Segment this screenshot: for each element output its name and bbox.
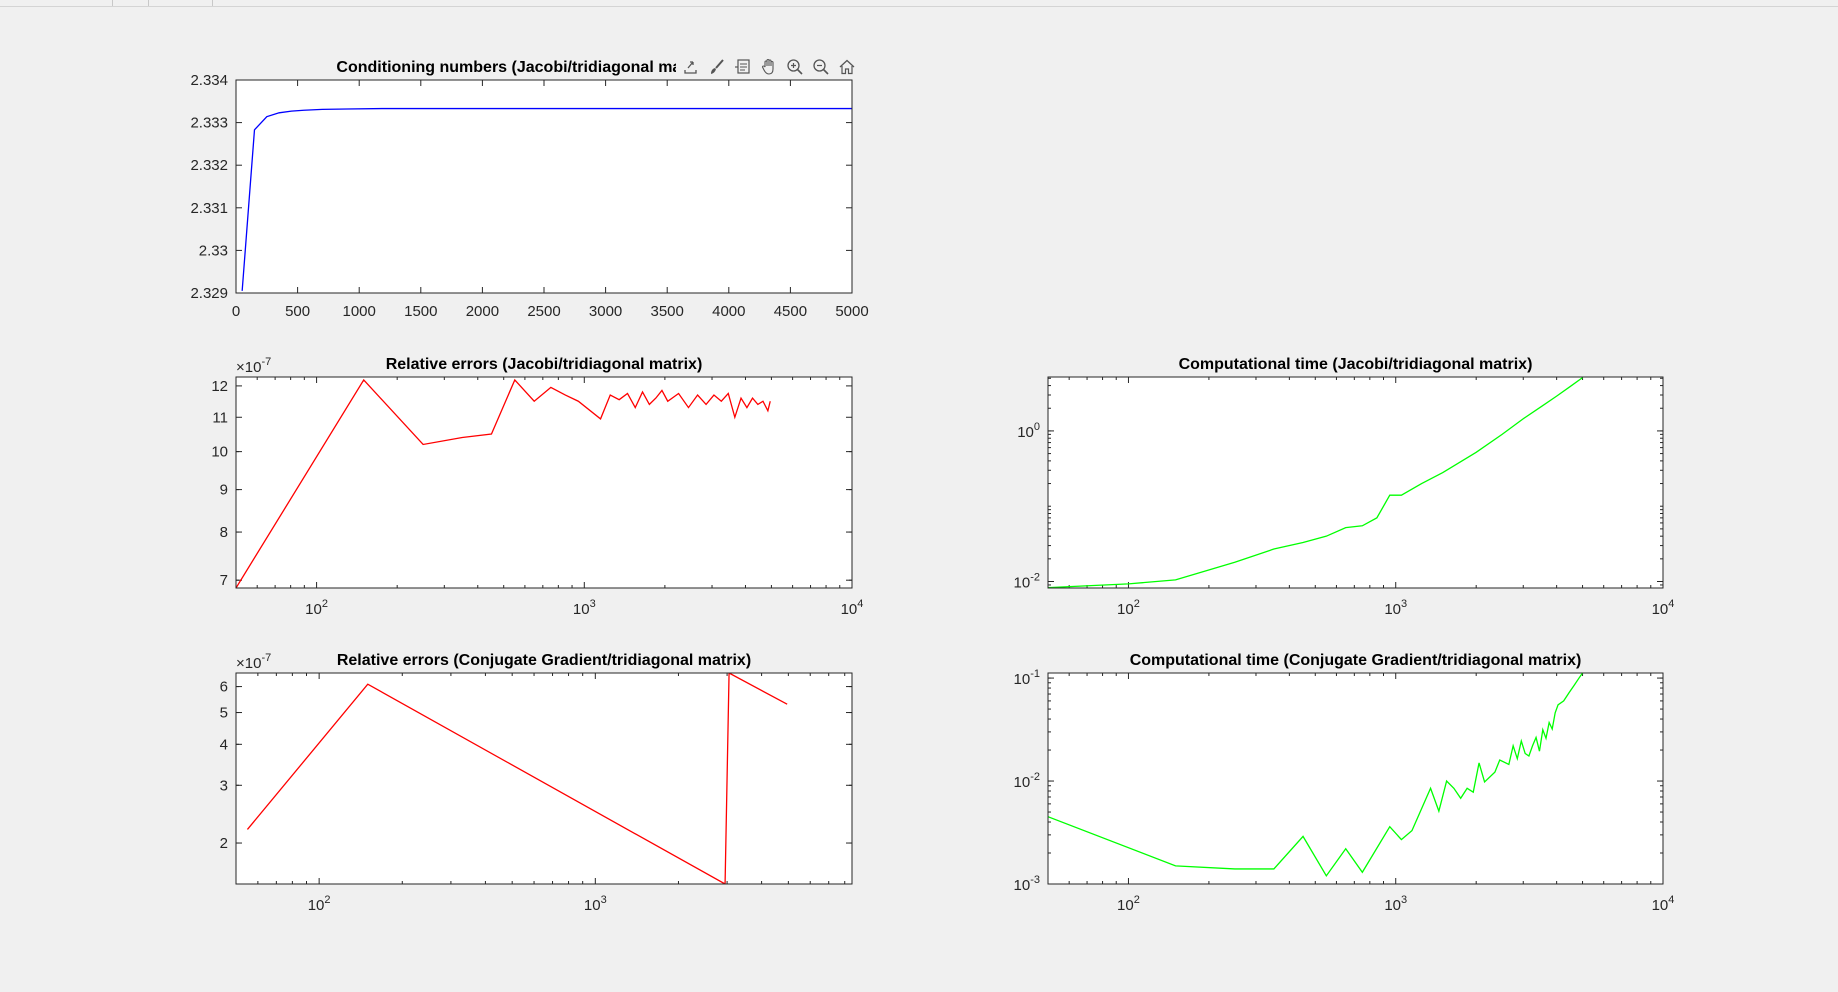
x-tick-label: 500: [285, 303, 310, 320]
strip-separator: [112, 0, 113, 6]
y-tick-label: 10-1: [1014, 668, 1040, 688]
x-tick-label: 4000: [712, 303, 745, 320]
x-tick-label: 3000: [589, 303, 622, 320]
x-tick-label: 104: [1652, 598, 1675, 618]
chart-title: Relative errors (Jacobi/tridiagonal matr…: [386, 356, 703, 373]
x-tick-label: 103: [1384, 598, 1407, 618]
strip-separator: [148, 0, 149, 6]
datatip-icon[interactable]: [732, 56, 754, 78]
axes-box: [235, 672, 853, 885]
y-tick-label: 11: [212, 409, 228, 426]
y-tick-label: 2: [220, 835, 228, 852]
pan-icon[interactable]: [758, 56, 780, 78]
y-tick-label: 100: [1017, 421, 1040, 441]
x-tick-label: 102: [305, 598, 328, 618]
y-tick-label: 10-3: [1014, 874, 1040, 894]
y-tick-label: 2.333: [190, 115, 228, 132]
zoom-out-icon[interactable]: [810, 56, 832, 78]
y-tick-label: 4: [220, 736, 228, 753]
x-tick-label: 103: [1384, 894, 1407, 914]
y-exponent-label: ×10-7: [236, 652, 271, 672]
x-tick-label: 1500: [404, 303, 437, 320]
chart-title: Computational time (Conjugate Gradient/t…: [1130, 652, 1582, 669]
figure-top-strip: [0, 0, 1838, 7]
y-tick-label: 6: [220, 679, 228, 696]
y-tick-label: 2.33: [199, 242, 228, 259]
y-tick-label: 7: [220, 572, 228, 589]
y-tick-label: 8: [220, 524, 228, 541]
axes-computational-time-cg[interactable]: 102 103 104 10-3 10-2 10-1 Computational time …: [1014, 652, 1675, 914]
y-exponent-label: ×10-7: [236, 356, 271, 376]
plot-area[interactable]: [236, 377, 852, 588]
x-tick-label: 103: [573, 598, 596, 618]
axes-conditioning-numbers[interactable]: 0 500 1000 1500 2000 2500 3000 3500 4000 4500 5000…: [190, 52, 869, 320]
chart-title: Conditioning numbers (Jacobi/tridiagonal…: [336, 59, 711, 76]
plot-area[interactable]: [1048, 377, 1663, 588]
axes-box: [235, 79, 853, 294]
zoom-in-icon[interactable]: [784, 56, 806, 78]
y-tick-label: 9: [220, 482, 228, 499]
x-tick-label: 2000: [466, 303, 499, 320]
x-tick-label: 5000: [835, 303, 868, 320]
series-line: [246, 673, 788, 884]
export-icon[interactable]: [680, 56, 702, 78]
x-tick-label: 104: [1652, 894, 1675, 914]
plot-area[interactable]: [1048, 673, 1663, 884]
x-tick-label: 1000: [343, 303, 376, 320]
x-tick-label: 102: [308, 894, 331, 914]
plot-area[interactable]: [236, 80, 852, 293]
axes-box: [1047, 672, 1664, 885]
y-tick-label: 2.332: [190, 157, 228, 174]
y-tick-label: 2.329: [190, 285, 228, 302]
series-line: [241, 107, 852, 291]
axes-box: [235, 376, 853, 589]
y-tick-label: 5: [220, 705, 228, 722]
toolbar-backdrop: [676, 52, 852, 78]
chart-title: Relative errors (Conjugate Gradient/trid…: [337, 652, 751, 669]
x-tick-label: 3500: [651, 303, 684, 320]
strip-separator: [212, 0, 213, 6]
series-line: [1048, 377, 1583, 588]
x-tick-label: 104: [841, 598, 864, 618]
y-tick-label: 3: [220, 777, 228, 794]
axes-relative-errors-jacobi[interactable]: 102 103 104 7 8 9 10 11 12 ×10-7 Relative errors (…: [211, 356, 863, 618]
home-icon[interactable]: [836, 56, 858, 78]
x-tick-label: 102: [1117, 598, 1140, 618]
y-tick-label: 2.331: [190, 200, 228, 217]
axes-box: [1047, 376, 1664, 589]
x-tick-label: 102: [1117, 894, 1140, 914]
y-tick-label: 10-2: [1014, 572, 1040, 592]
x-tick-label: 2500: [527, 303, 560, 320]
y-tick-label: 12: [211, 378, 228, 395]
x-tick-label: 4500: [774, 303, 807, 320]
y-tick-label: 10-2: [1014, 771, 1040, 791]
chart-title: Computational time (Jacobi/tridiagonal m…: [1179, 356, 1533, 373]
series-line: [1048, 673, 1584, 878]
axes-toolbar: [680, 55, 858, 79]
x-tick-label: 0: [232, 303, 240, 320]
plot-area[interactable]: [236, 673, 852, 884]
brush-icon[interactable]: [706, 56, 728, 78]
axes-computational-time-jacobi[interactable]: 102 103 104 10-2 100 Computational time (Jaco…: [1014, 356, 1675, 618]
series-line: [236, 378, 771, 588]
x-tick-label: 103: [584, 894, 607, 914]
axes-relative-errors-cg[interactable]: 102 103 2 3 4 5 6 ×10-7 Relative errors (Conjuga…: [220, 652, 853, 914]
y-tick-label: 2.334: [190, 72, 228, 89]
y-tick-label: 10: [211, 444, 228, 461]
